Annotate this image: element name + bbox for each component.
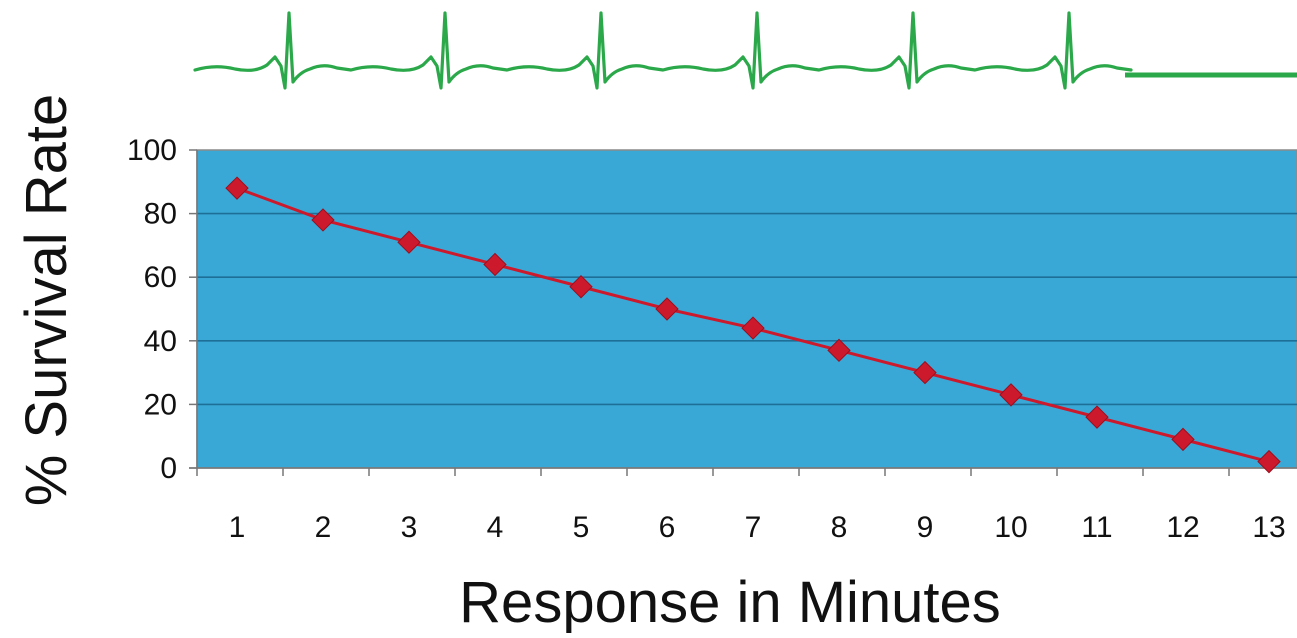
x-tick-label: 2 [315, 511, 332, 544]
y-tick-label: 80 [144, 198, 177, 231]
x-tick-label: 12 [1166, 511, 1199, 544]
ecg-heartbeat-line [193, 11, 1133, 90]
x-tick-label: 4 [487, 511, 504, 544]
x-tick-label: 11 [1081, 511, 1112, 544]
data-point [483, 252, 507, 277]
data-point [1171, 427, 1195, 452]
y-tick-label: 40 [144, 325, 177, 358]
data-point [1085, 405, 1109, 429]
x-tick-label: 7 [745, 511, 762, 544]
data-point [999, 383, 1023, 407]
x-axis-label: Response in Minutes [459, 570, 1001, 633]
data-point [913, 360, 937, 385]
data-point [1257, 449, 1281, 474]
ecg-trace [193, 11, 1297, 90]
data-point [827, 338, 851, 363]
x-tick-label: 5 [573, 511, 590, 544]
data-point [741, 316, 765, 340]
plot-area [196, 149, 1297, 469]
x-tick-label: 8 [831, 511, 848, 544]
y-tick-label: 0 [160, 452, 177, 485]
x-tick-label: 13 [1252, 511, 1285, 544]
data-point [225, 176, 249, 200]
data-point [569, 275, 593, 299]
x-tick-label: 9 [917, 511, 934, 544]
y-axis-label: % Survival Rate [14, 94, 79, 507]
data-series [225, 176, 1281, 474]
gridlines [197, 212, 1297, 406]
y-tick-label: 60 [144, 261, 177, 294]
x-tick-label: 3 [401, 511, 418, 544]
data-point [311, 208, 335, 232]
axes [189, 149, 1297, 476]
x-tick-label: 10 [994, 511, 1027, 544]
y-tick-label: 100 [127, 134, 177, 167]
x-tick-label: 6 [659, 511, 676, 544]
data-point [397, 230, 421, 254]
y-tick-labels: 0 20 40 60 80 100 [127, 134, 177, 485]
y-tick-label: 20 [144, 388, 177, 421]
x-tick-labels: 1 2 3 4 5 6 7 8 9 10 11 12 13 [229, 511, 1286, 544]
x-tick-label: 1 [229, 511, 246, 544]
data-point [655, 297, 679, 321]
